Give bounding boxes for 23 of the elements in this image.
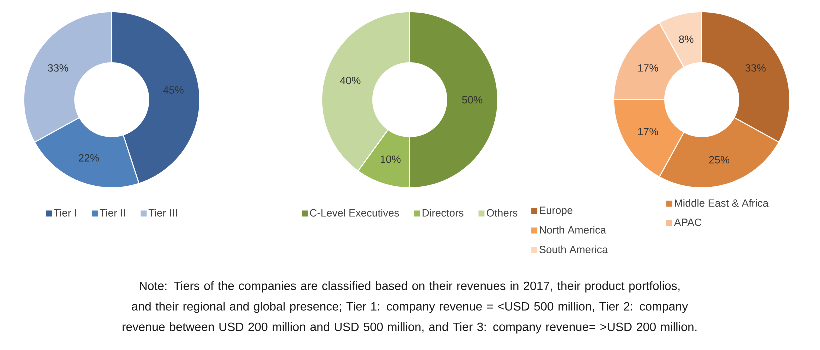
data-label: 45%	[163, 86, 184, 94]
legend-label: C-Level Executives	[310, 209, 400, 217]
legend-label: APAC	[674, 218, 702, 226]
data-label: 8%	[679, 36, 694, 44]
data-label: 17%	[638, 128, 658, 136]
data-label: 17%	[638, 64, 658, 72]
data-label: 33%	[48, 64, 68, 72]
text: Note: Tiers of the companies are classified based on their revenues in 2017, their product portfolios, and their regional and global presence; Tier 1: company revenue = <USD 500 million, Tier 2: company revenue between USD 200 million and USD 500 million, and Tier 3: company revenue= >USD 200 million.	[122, 282, 697, 334]
legend-label: Europe	[540, 206, 573, 216]
legend-label: Directors	[422, 209, 464, 217]
legend-label: Tier III	[148, 209, 178, 217]
data-label: 10%	[380, 156, 401, 164]
data-label: 33%	[746, 64, 766, 72]
data-label: 22%	[79, 154, 100, 162]
legend-label: North America	[540, 226, 606, 234]
legend-label: South America	[540, 246, 608, 254]
legend-label: Middle East & Africa	[675, 199, 769, 208]
legend-label: Others	[487, 209, 518, 217]
data-label: 40%	[340, 76, 361, 84]
legend-label: Tier I	[54, 209, 76, 217]
data-label: 50%	[462, 96, 483, 104]
legend-label: Tier II	[100, 209, 126, 217]
data-label: 25%	[709, 156, 730, 164]
